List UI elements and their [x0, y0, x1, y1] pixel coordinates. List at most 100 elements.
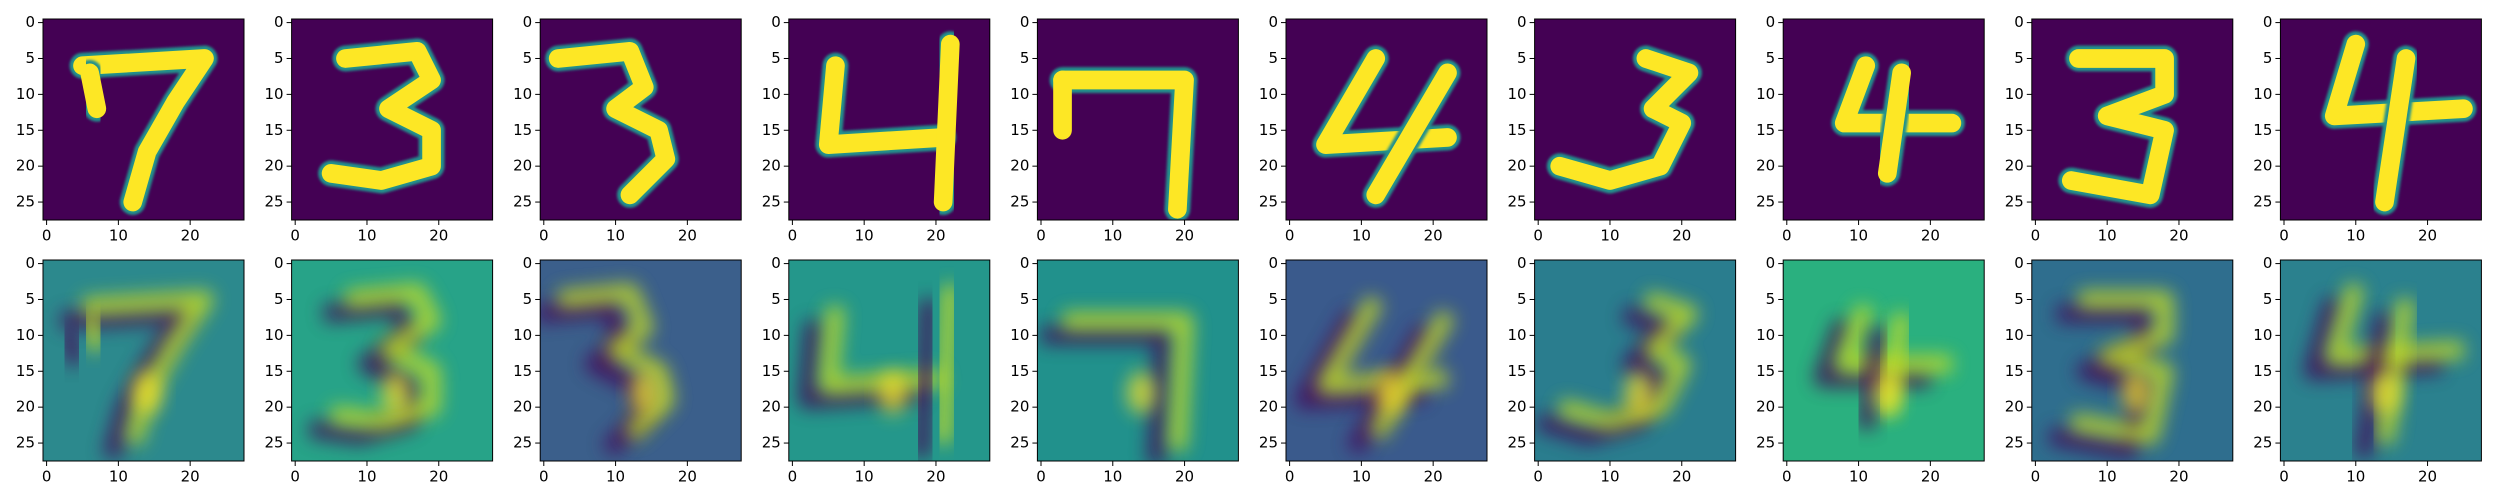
x-tick-label: 0 — [1036, 227, 1046, 245]
image — [1783, 260, 1985, 461]
x-tick-label: 20 — [181, 227, 200, 245]
y-tick-label: 10 — [16, 326, 35, 344]
digit-stroke — [1366, 63, 1457, 205]
x-tick-label: 20 — [1175, 468, 1194, 486]
subplot: 0 10 20 0 5 10 15 20 25 — [762, 13, 991, 245]
y-tick-label: 25 — [1010, 193, 1029, 211]
y-tick-label: 15 — [762, 121, 781, 139]
axes-frame — [42, 18, 245, 221]
filter-light — [819, 305, 944, 395]
y-tick-label: 25 — [2005, 434, 2024, 452]
y-tick-label: 20 — [762, 398, 781, 416]
filter-light — [2375, 298, 2415, 445]
x-tick-label: 0 — [1285, 468, 1295, 486]
x-tick-label: 0 — [1782, 468, 1792, 486]
y-tick-label: 10 — [2253, 326, 2272, 344]
subplot: 0 10 20 0 5 10 15 20 25 — [1010, 254, 1239, 486]
x-tick-label: 0 — [2031, 227, 2041, 245]
y-tick-label: 5 — [2263, 49, 2273, 67]
y-tick-label: 5 — [2014, 290, 2024, 308]
y-tick-label: 0 — [523, 13, 533, 31]
x-tick-label: 10 — [109, 468, 128, 486]
y-tick-label: 20 — [2005, 157, 2024, 175]
filter-peak — [2121, 371, 2151, 415]
y-tick-label: 5 — [1766, 49, 1776, 67]
y-tick-label: 0 — [25, 13, 35, 31]
y-tick-label: 10 — [265, 326, 284, 344]
y-tick-label: 20 — [2005, 398, 2024, 416]
x-tick-label: 20 — [1672, 468, 1691, 486]
axes-frame — [1782, 18, 1985, 221]
y-tick-label: 10 — [16, 85, 35, 103]
y-tick-label: 0 — [1766, 254, 1776, 272]
digit-stroke — [73, 49, 214, 212]
image — [2031, 19, 2233, 220]
y-tick-label: 20 — [1259, 157, 1278, 175]
subplot: 0 10 20 0 5 10 15 20 25 — [16, 254, 245, 486]
x-tick-label: 10 — [1600, 227, 1619, 245]
x-tick-label: 10 — [2098, 468, 2117, 486]
x-tick-label: 10 — [1849, 227, 1868, 245]
filter-peak — [1127, 371, 1156, 415]
y-tick-label: 5 — [1020, 290, 1030, 308]
y-tick-label: 15 — [2005, 121, 2024, 139]
y-tick-label: 10 — [2005, 85, 2024, 103]
y-tick-label: 25 — [762, 434, 781, 452]
y-tick-label: 15 — [16, 121, 35, 139]
filter-peak — [878, 371, 908, 415]
x-tick-label: 0 — [2279, 468, 2289, 486]
y-tick-label: 0 — [274, 254, 284, 272]
y-tick-label: 5 — [1020, 49, 1030, 67]
image — [1286, 19, 1487, 220]
y-tick-label: 25 — [762, 193, 781, 211]
x-tick-label: 10 — [1352, 227, 1371, 245]
filter-dark — [912, 299, 938, 458]
filter-light — [1062, 312, 1194, 451]
filter-light — [80, 312, 106, 352]
x-tick-label: 20 — [429, 227, 448, 245]
x-tick-label: 0 — [788, 468, 798, 486]
x-tick-label: 20 — [1424, 227, 1443, 245]
y-tick-label: 5 — [274, 49, 284, 67]
digit-stroke — [321, 41, 441, 190]
y-tick-label: 25 — [16, 193, 35, 211]
y-tick-label: 15 — [2005, 362, 2024, 380]
axes-frame — [291, 18, 494, 221]
x-tick-label: 20 — [1921, 468, 1940, 486]
digit-stroke — [1550, 49, 1699, 190]
digit-stroke — [548, 41, 676, 205]
image-background — [1534, 19, 1736, 220]
subplot: 0 10 20 0 5 10 15 20 25 — [1508, 13, 1737, 245]
filter-peak — [381, 371, 411, 415]
y-tick-label: 0 — [771, 13, 781, 31]
y-tick-label: 5 — [523, 290, 533, 308]
axes-frame — [539, 18, 742, 221]
y-tick-label: 20 — [16, 398, 35, 416]
subplot: 0 10 20 0 5 10 15 20 25 — [2005, 13, 2234, 245]
digit-stroke — [933, 34, 960, 212]
y-tick-label: 20 — [1010, 398, 1029, 416]
y-tick-label: 0 — [1517, 13, 1527, 31]
y-tick-label: 10 — [513, 326, 532, 344]
y-tick-label: 0 — [2014, 13, 2024, 31]
x-tick-label: 10 — [855, 468, 874, 486]
digit-stroke — [1834, 56, 1962, 133]
x-tick-label: 10 — [606, 468, 625, 486]
x-tick-label: 0 — [1285, 227, 1295, 245]
x-tick-label: 10 — [1600, 468, 1619, 486]
y-tick-label: 5 — [25, 49, 35, 67]
x-tick-label: 0 — [788, 227, 798, 245]
y-tick-label: 15 — [1259, 362, 1278, 380]
subplot: 0 10 20 0 5 10 15 20 25 — [1259, 254, 1488, 486]
y-tick-label: 5 — [1766, 290, 1776, 308]
y-tick-label: 20 — [1756, 157, 1775, 175]
axes-frame — [788, 259, 991, 462]
subplot: 0 10 20 0 5 10 15 20 25 — [265, 254, 494, 486]
digit-stroke — [2375, 49, 2416, 212]
axes-frame — [42, 259, 245, 462]
image — [43, 260, 244, 461]
y-tick-label: 0 — [2263, 254, 2273, 272]
subplot: 0 10 20 0 5 10 15 20 25 — [16, 13, 245, 245]
y-tick-label: 0 — [2263, 13, 2273, 31]
